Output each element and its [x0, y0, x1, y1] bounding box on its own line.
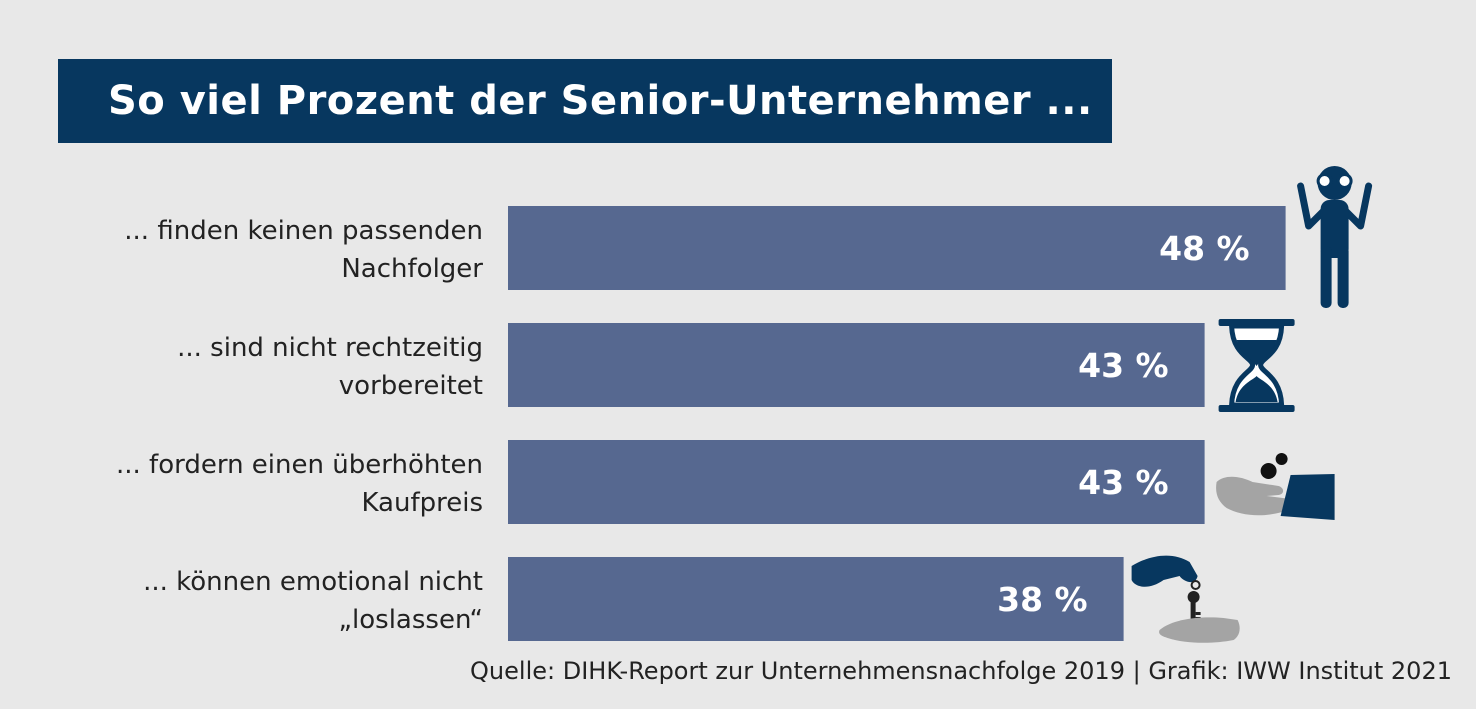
hand-coins-money-icon	[1216, 453, 1335, 520]
category-label: ... fordern einen überhöhten	[116, 450, 483, 480]
bar	[508, 206, 1286, 290]
category-label: vorbereitet	[339, 371, 483, 401]
bar-value-label: 38 %	[997, 580, 1087, 619]
chart-title: So viel Prozent der Senior-Unternehmer .…	[108, 78, 1093, 124]
key-handover-icon	[1131, 555, 1240, 643]
bar-row: 38 % ... können emotional nicht „loslassen…	[143, 555, 1240, 643]
category-label: „loslassen“	[339, 605, 483, 635]
bar-row: 43 % ... sind nicht rechtzeitig vorbereite…	[177, 319, 1295, 412]
category-label: Nachfolger	[341, 254, 483, 284]
source-note: Quelle: DIHK-Report zur Unternehmensnach…	[470, 657, 1452, 685]
bar-value-label: 48 %	[1159, 229, 1249, 268]
category-label: ... können emotional nicht	[143, 567, 483, 597]
binoculars-person-icon	[1297, 166, 1373, 308]
title-box: So viel Prozent der Senior-Unternehmer .…	[58, 59, 1112, 143]
bar	[508, 323, 1205, 407]
bar-row: 48 % ... finden keinen passenden Nachfolge…	[124, 166, 1373, 308]
bar-value-label: 43 %	[1078, 346, 1168, 385]
hourglass-icon	[1218, 319, 1295, 412]
category-label: ... sind nicht rechtzeitig	[177, 333, 483, 363]
category-label: ... finden keinen passenden	[124, 216, 483, 246]
category-label: Kaufpreis	[361, 488, 483, 518]
bar	[508, 557, 1124, 641]
bar-row: 43 % ... fordern einen überhöhten Kaufprei…	[116, 440, 1335, 524]
bar	[508, 440, 1205, 524]
bar-value-label: 43 %	[1078, 463, 1168, 502]
